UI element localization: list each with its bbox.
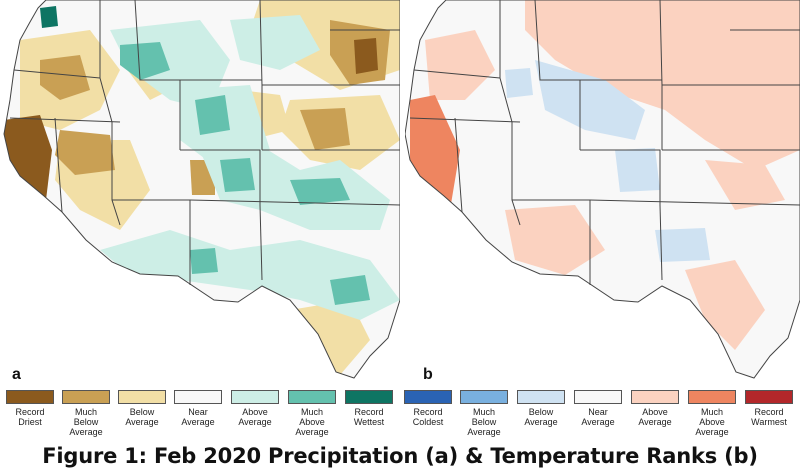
legend-item: Near Average [572,390,624,427]
legend-swatch [62,390,110,404]
legend-item: Much Above Average [686,390,738,437]
legend-item: Record Driest [4,390,56,427]
legend-swatch [174,390,222,404]
legend-swatch [460,390,508,404]
legend: Record Driest Much Below Average Below Ave… [0,390,800,444]
legend-swatch [688,390,736,404]
legend-label: Near Average [181,407,215,427]
figure-caption: Figure 1: Feb 2020 Precipitation (a) & T… [42,444,758,468]
legend-label: Much Above Average [695,407,729,437]
legend-label: Above Average [238,407,272,427]
legend-label: Above Average [638,407,672,427]
legend-item: Much Below Average [60,390,112,437]
legend-label: Near Average [581,407,615,427]
legend-item: Above Average [229,390,281,427]
legend-item: Much Below Average [458,390,510,437]
legend-swatch [288,390,336,404]
legend-label: Record Driest [15,407,45,427]
legend-swatch [231,390,279,404]
legend-item: Near Average [172,390,224,427]
legend-item: Below Average [515,390,567,427]
legend-label: Much Above Average [295,407,329,437]
legend-swatch [404,390,452,404]
legend-item: Below Average [116,390,168,427]
legend-item: Much Above Average [286,390,338,437]
legend-swatch [345,390,393,404]
legend-label: Record Warmest [751,407,787,427]
legend-swatch [745,390,793,404]
legend-swatch [574,390,622,404]
legend-swatch [631,390,679,404]
precipitation-rank-map: a [0,0,400,385]
legend-swatch [517,390,565,404]
legend-label: Record Wettest [353,407,385,427]
legend-swatch [6,390,54,404]
legend-item: Above Average [629,390,681,427]
legend-label: Record Coldest [412,407,444,427]
temperature-map-svg [405,0,800,379]
legend-item: Record Coldest [402,390,454,427]
legend-label: Much Below Average [69,407,103,437]
panel-label-b: b [423,366,433,383]
legend-swatch [118,390,166,404]
temperature-rank-map: b [405,0,800,385]
legend-label: Much Below Average [467,407,501,437]
legend-label: Below Average [125,407,159,427]
panel-label-a: a [12,366,21,383]
precipitation-map-svg [3,0,400,379]
legend-label: Below Average [524,407,558,427]
legend-item: Record Warmest [743,390,795,427]
legend-item: Record Wettest [343,390,395,427]
